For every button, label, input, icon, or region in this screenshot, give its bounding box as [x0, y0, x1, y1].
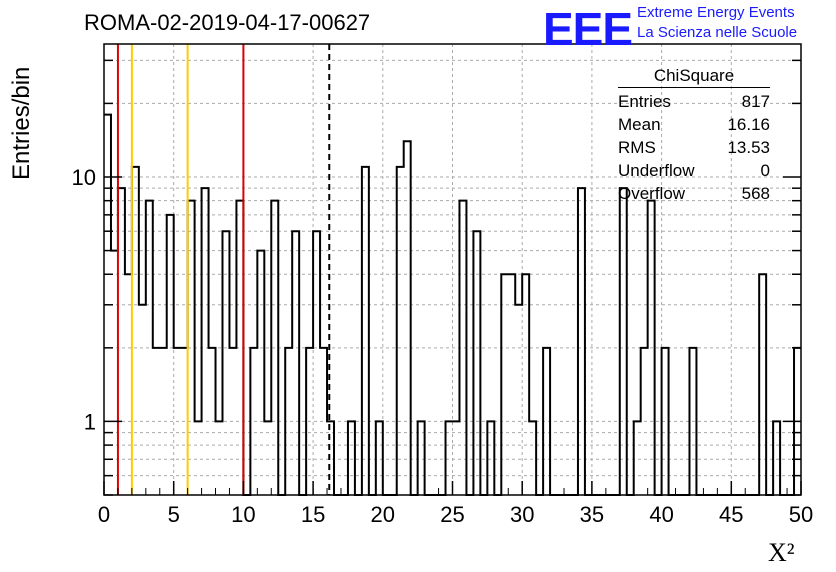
grid-layer: [104, 44, 801, 496]
stats-label: Mean: [618, 115, 661, 134]
x-tick-label: 0: [98, 502, 110, 527]
logo-line-2: La Scienza nelle Scuole: [637, 24, 798, 41]
x-axis-label: X²: [768, 538, 795, 567]
x-tick-label: 40: [649, 502, 673, 527]
x-tick-label: 50: [789, 502, 813, 527]
stats-value: 0: [760, 161, 770, 180]
stats-value: 817: [741, 92, 770, 111]
tick-labels: 0 5 10 15 20 25 30 35 40 45 50 1 10: [72, 165, 814, 527]
x-tick-label: 35: [580, 502, 604, 527]
eee-logo: EEE: [543, 3, 633, 55]
stats-value: 16.16: [727, 115, 770, 134]
logo-line-1: Extreme Energy Events: [637, 4, 795, 21]
x-tick-label: 45: [719, 502, 743, 527]
stats-box: ChiSquare Entries 817 Mean 16.16 RMS 13.53 …: [610, 66, 778, 205]
x-tick-label: 5: [168, 502, 180, 527]
stats-row-underflow: Underflow 0: [610, 159, 778, 182]
plot-title: ROMA-02-2019-04-17-00627: [84, 10, 371, 35]
marker-lines: [116, 44, 331, 495]
stats-row-mean: Mean 16.16: [610, 113, 778, 136]
x-tick-label: 25: [440, 502, 464, 527]
y-tick-label: 10: [72, 165, 96, 190]
x-tick-label: 20: [371, 502, 395, 527]
stats-value: 13.53: [727, 138, 770, 157]
axis-ticks: [103, 59, 802, 496]
x-tick-label: 30: [510, 502, 534, 527]
stats-label: Underflow: [618, 161, 695, 180]
stats-row-rms: RMS 13.53: [610, 136, 778, 159]
stats-row-entries: Entries 817: [610, 90, 778, 113]
stats-label: Overflow: [618, 184, 686, 203]
stats-label: Entries: [618, 92, 671, 111]
stats-value: 568: [741, 184, 770, 203]
x-tick-label: 10: [231, 502, 255, 527]
histogram-outline: [104, 113, 801, 496]
stats-title: ChiSquare: [618, 66, 770, 88]
stats-label: RMS: [618, 138, 656, 157]
y-tick-label: 1: [84, 409, 96, 434]
x-tick-label: 15: [301, 502, 325, 527]
y-axis-label: Entries/bin: [8, 66, 35, 180]
stats-row-overflow: Overflow 568: [610, 182, 778, 205]
